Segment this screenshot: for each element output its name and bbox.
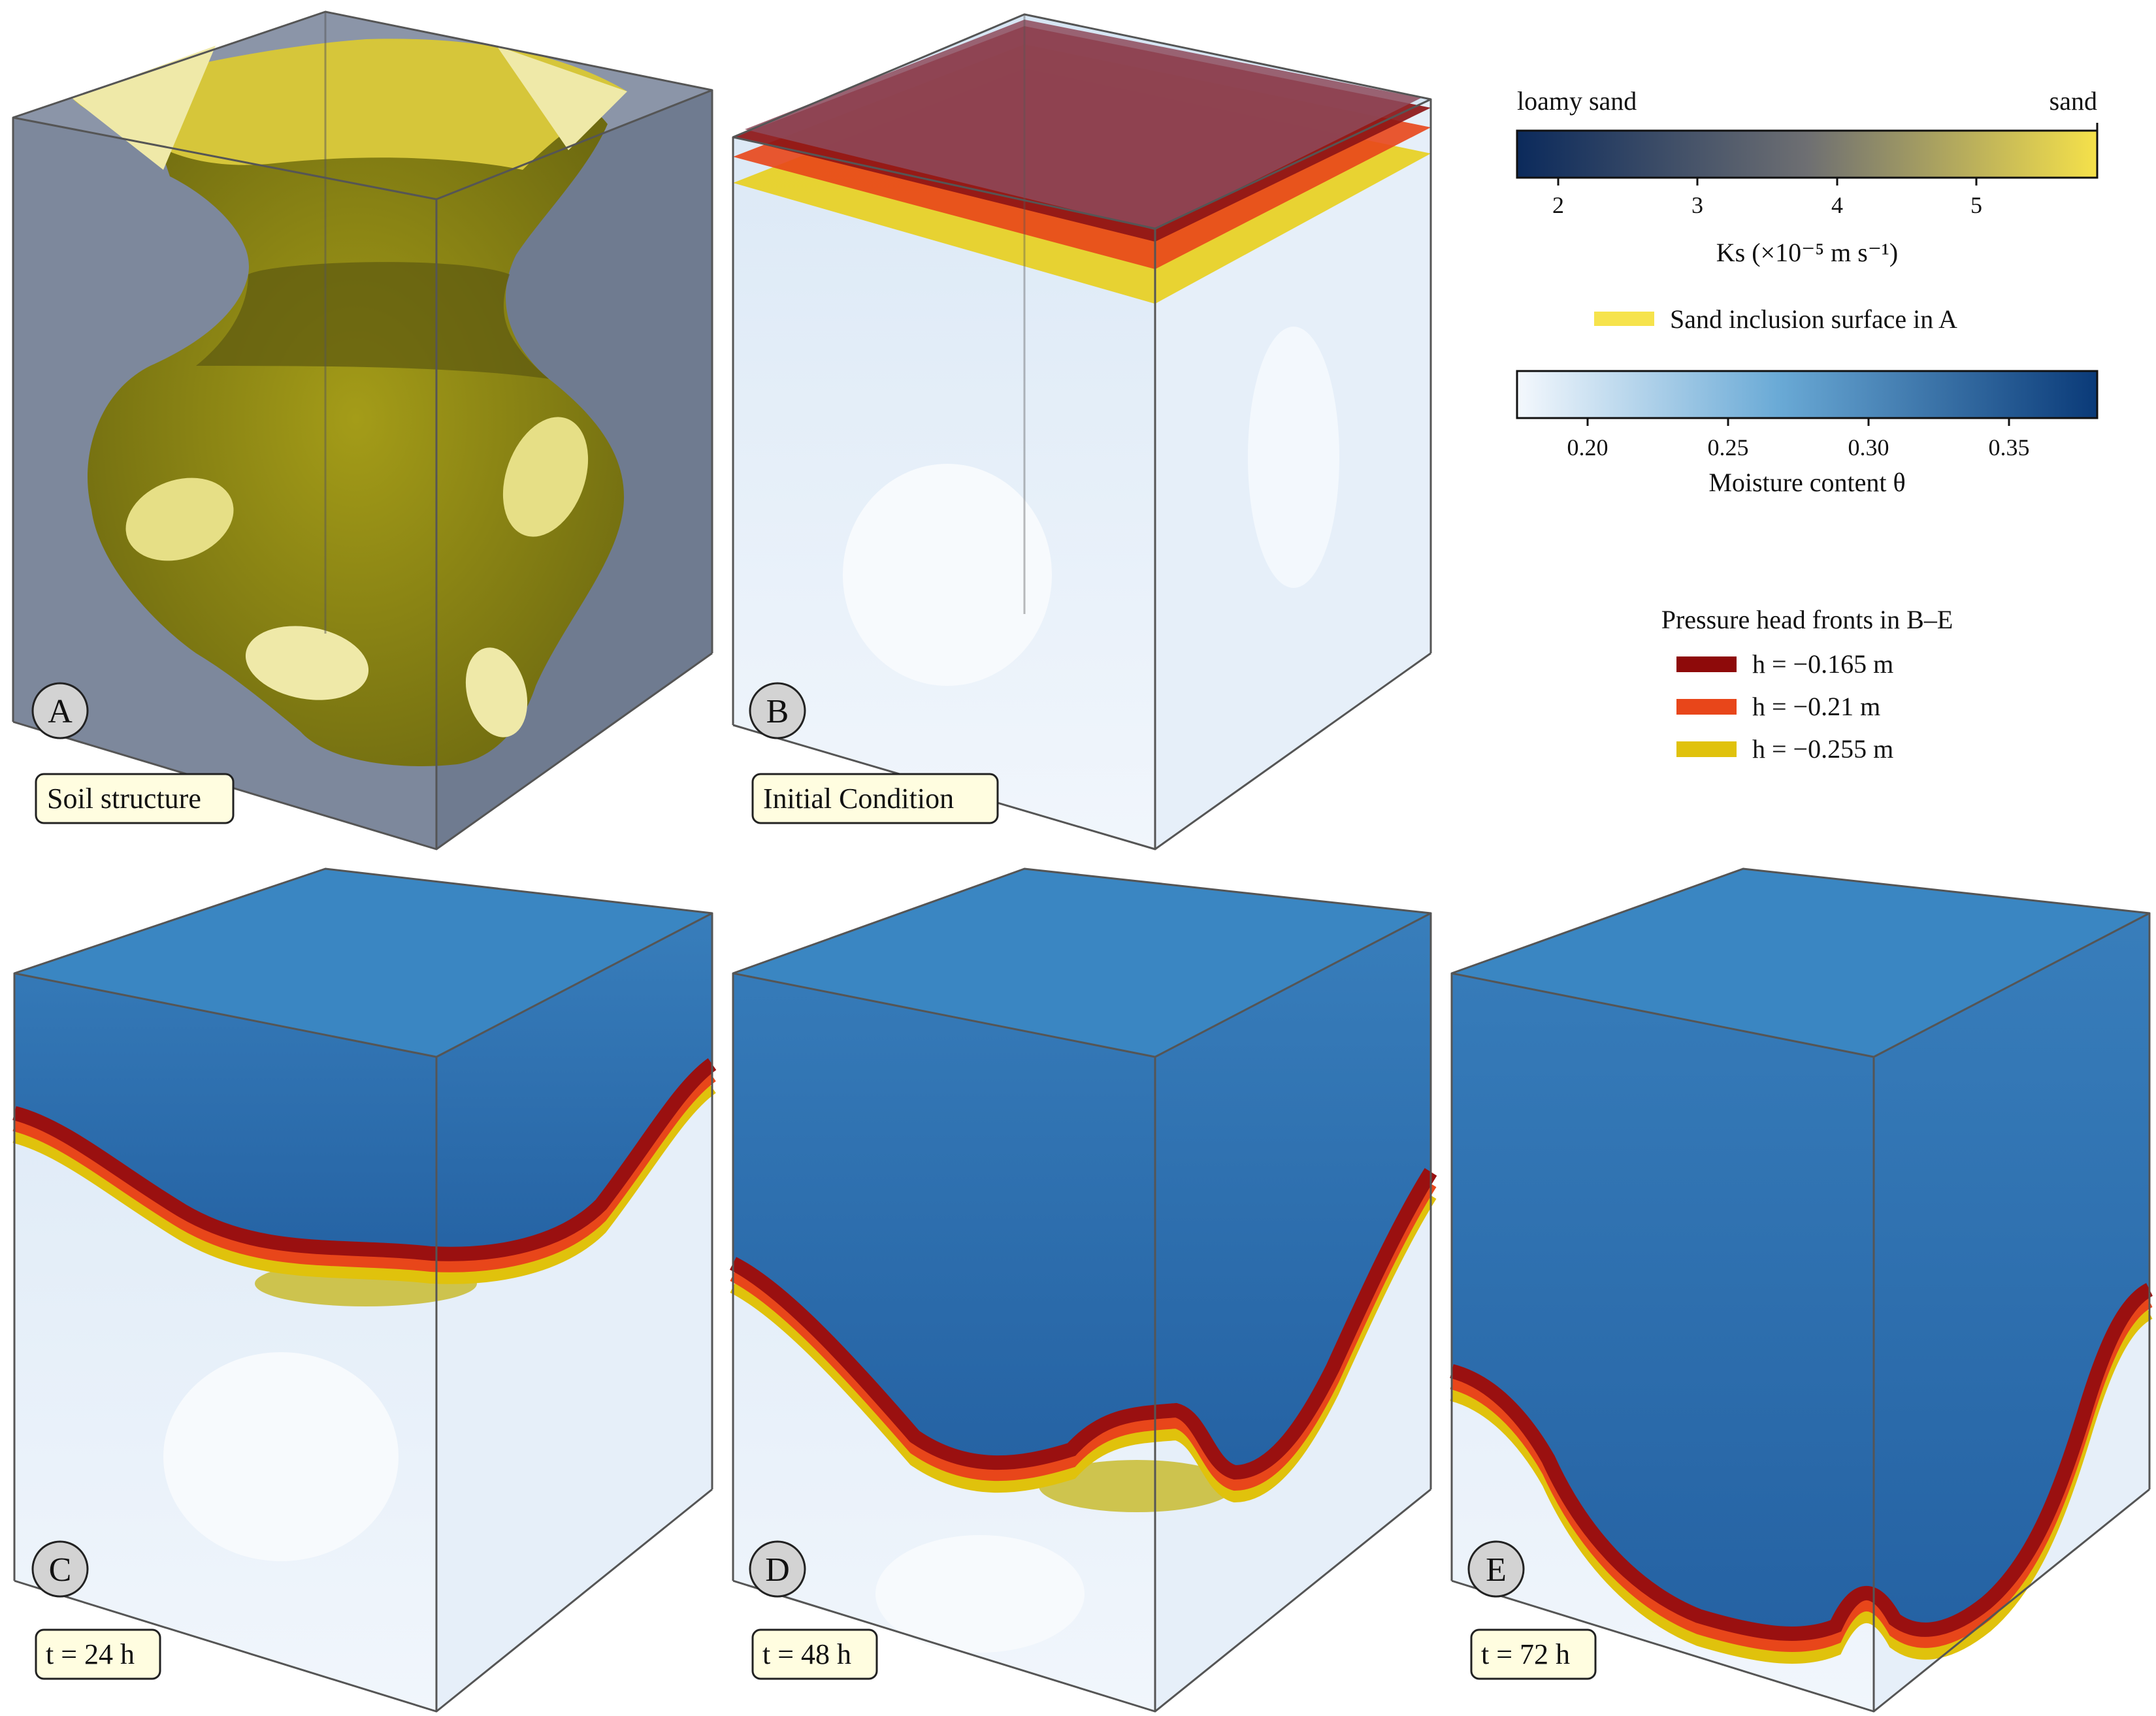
sand-lens-d	[1039, 1460, 1235, 1512]
inclusion-corner-top-right	[497, 46, 627, 150]
theta-colorbar: 0.20 0.25 0.30 0.35 Moisture content θ	[1516, 370, 2099, 497]
sand-inclusion-waist	[196, 262, 549, 379]
dry-zone-b-2	[1248, 327, 1339, 588]
wet-zone-e	[1452, 913, 2149, 1645]
fronts-legend: Pressure head fronts in B–E h = −0.165 m…	[1661, 605, 1953, 764]
panel-letter-e: E	[1486, 1551, 1507, 1589]
ks-tick-3: 3	[1691, 192, 1703, 218]
panel-letter-c: C	[49, 1551, 72, 1589]
inclusion-cut-right	[502, 417, 589, 537]
front-e-red	[1449, 1283, 2153, 1641]
panel-letter-b: B	[766, 693, 789, 730]
ks-tick-5: 5	[1970, 192, 1982, 218]
caption-box-b	[751, 773, 999, 824]
theta-colorbar-bar	[1516, 370, 2099, 419]
wet-zone-d	[733, 913, 1431, 1483]
sand-inclusion-top	[72, 39, 627, 170]
panel-a	[12, 10, 713, 850]
panel-labels: A Soil structure B Initial Condition C t…	[31, 682, 1597, 1680]
theta-tick-035: 0.35	[1989, 434, 2030, 461]
inclusion-label: Sand inclusion surface in A	[1670, 304, 1957, 334]
ks-tick-4: 4	[1831, 192, 1843, 218]
ks-axis-label: Ks (×10⁻⁵ m s⁻¹)	[1716, 238, 1899, 267]
front-swatch-0165	[1676, 656, 1737, 672]
inclusion-cut-left	[125, 478, 234, 561]
caption-box-e	[1470, 1628, 1597, 1680]
panel-letter-circle-e	[1467, 1540, 1525, 1598]
inclusion-corner-top-left	[72, 46, 216, 170]
panel-letter-circle-b	[749, 682, 806, 739]
front-swatch-021	[1676, 699, 1737, 715]
panel-letter-circle-c	[31, 1540, 89, 1598]
wet-zone-c	[14, 913, 712, 1274]
ks-right-label: sand	[2050, 86, 2097, 116]
fronts-legend-title: Pressure head fronts in B–E	[1661, 605, 1953, 634]
front-label-021: h = −0.21 m	[1752, 692, 1880, 721]
box-e-top	[1452, 869, 2149, 1057]
front-label-0165: h = −0.165 m	[1752, 649, 1893, 679]
inclusion-cut-bottom	[245, 626, 369, 700]
sand-inclusion-body	[88, 72, 625, 766]
panel-b	[732, 13, 1432, 850]
dry-zone-b	[843, 464, 1052, 686]
front-c-yellow	[12, 1082, 716, 1284]
caption-box-a	[35, 773, 235, 824]
theta-axis-label: Moisture content θ	[1708, 468, 1905, 497]
front-d-red	[729, 1168, 1437, 1480]
theta-tick-025: 0.25	[1708, 434, 1749, 461]
caption-d: t = 48 h	[762, 1638, 851, 1670]
inclusion-swatch	[1594, 312, 1654, 326]
front-sheet-top	[745, 20, 1421, 230]
front-c-red	[12, 1058, 717, 1261]
caption-c: t = 24 h	[46, 1638, 135, 1670]
panel-letter-circle-a	[31, 682, 89, 739]
theta-tick-030: 0.30	[1848, 434, 1889, 461]
panel-letter-circle-d	[749, 1540, 806, 1598]
panel-letter-a: A	[48, 693, 73, 730]
caption-b: Initial Condition	[763, 783, 954, 815]
ks-colorbar: loamy sand sand 2 3 4 5 Ks (×10⁻⁵ m s⁻¹)	[1516, 86, 2099, 267]
panel-d	[729, 867, 1437, 1713]
inclusion-legend: Sand inclusion surface in A	[1594, 304, 1957, 334]
theta-tick-020: 0.20	[1567, 434, 1609, 461]
panel-e	[1449, 867, 2153, 1713]
box-c-top	[14, 869, 712, 1057]
caption-box-c	[35, 1628, 161, 1680]
ks-left-label: loamy sand	[1517, 86, 1637, 116]
caption-box-d	[751, 1628, 878, 1680]
ks-tick-2: 2	[1552, 192, 1564, 218]
caption-e: t = 72 h	[1481, 1638, 1570, 1670]
front-label-0255: h = −0.255 m	[1752, 734, 1893, 764]
panel-letter-d: D	[765, 1551, 790, 1589]
dry-zone-c	[163, 1352, 399, 1561]
front-swatch-0255	[1676, 741, 1737, 757]
caption-a: Soil structure	[47, 783, 201, 815]
inclusion-cut-right-low	[465, 647, 528, 737]
dry-zone-d	[875, 1535, 1085, 1653]
ks-colorbar-bar	[1516, 129, 2099, 179]
box-d-top	[733, 869, 1431, 1057]
panel-c	[12, 867, 717, 1713]
